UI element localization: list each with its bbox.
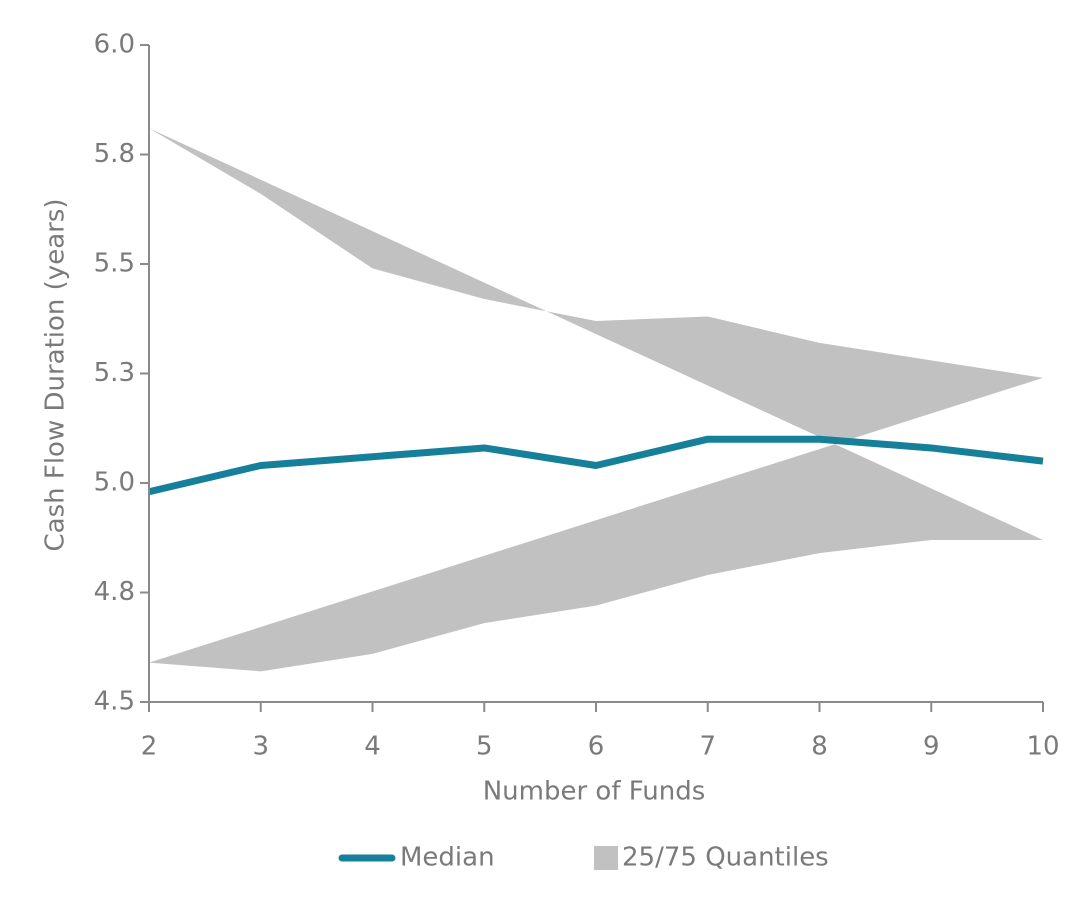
- y-tick-label: 6.0: [94, 30, 135, 60]
- y-tick-label: 5.8: [94, 139, 135, 169]
- x-axis-label: Number of Funds: [483, 777, 706, 807]
- y-tick-label: 5.3: [94, 358, 135, 388]
- y-tick-label: 4.8: [94, 577, 135, 607]
- legend-label: 25/75 Quantiles: [622, 843, 829, 873]
- y-axis-label: Cash Flow Duration (years): [41, 198, 71, 551]
- y-tick-label: 4.5: [94, 687, 135, 717]
- x-tick-label: 6: [588, 732, 605, 762]
- legend-swatch: [594, 846, 618, 870]
- x-tick-label: 4: [364, 732, 381, 762]
- x-tick-label: 10: [1026, 732, 1059, 762]
- median-line: [148, 435, 1044, 496]
- y-tick-label: 5.5: [94, 249, 135, 279]
- y-tick-label: 5.0: [94, 468, 135, 498]
- x-tick-label: 2: [141, 732, 158, 762]
- quantile-band: [149, 128, 1043, 672]
- x-tick-label: 9: [923, 732, 940, 762]
- x-tick-label: 7: [699, 732, 716, 762]
- x-tick-label: 8: [811, 732, 828, 762]
- x-tick-label: 3: [252, 732, 269, 762]
- x-tick-label: 5: [476, 732, 493, 762]
- legend-label: Median: [400, 843, 495, 873]
